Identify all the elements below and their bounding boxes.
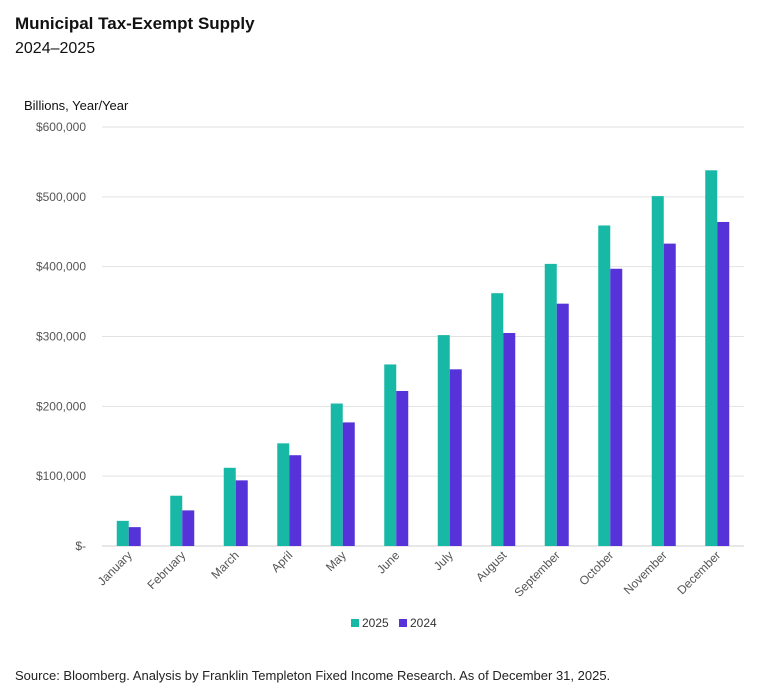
- legend-swatch: [351, 619, 359, 627]
- bar-2024-october: [610, 268, 623, 546]
- x-tick-label: February: [145, 548, 189, 592]
- y-tick-label: $500,000: [36, 190, 86, 204]
- bar-2024-december: [717, 221, 730, 546]
- chart-title: Municipal Tax-Exempt Supply: [15, 14, 255, 33]
- x-tick-label: November: [621, 548, 670, 597]
- y-tick-label: $-: [75, 539, 86, 553]
- bar-2024-september: [556, 303, 569, 546]
- x-tick-label: June: [374, 548, 403, 577]
- y-tick-label: $200,000: [36, 399, 86, 413]
- x-tick-label: October: [576, 548, 616, 588]
- bar-2024-may: [342, 422, 355, 546]
- x-tick-label: September: [511, 548, 562, 599]
- bar-2024-march: [235, 480, 248, 546]
- x-tick-label: May: [323, 548, 349, 574]
- bar-2025-july: [437, 335, 450, 546]
- chart-subtitle: 2024–2025: [15, 40, 96, 57]
- y-tick-label: $100,000: [36, 469, 86, 483]
- x-tick-label: April: [268, 548, 295, 575]
- y-tick-label: $300,000: [36, 330, 86, 344]
- x-tick-label: July: [431, 548, 456, 573]
- bar-2025-january: [116, 520, 129, 546]
- x-axis-ticks: January February March April May June July Augu…: [95, 548, 724, 600]
- legend-label: 2025: [362, 616, 389, 630]
- x-tick-label: January: [95, 548, 135, 588]
- x-tick-label: March: [208, 548, 241, 581]
- bar-2024-june: [396, 390, 409, 546]
- bar-2025-february: [170, 495, 183, 546]
- bar-2025-march: [223, 467, 236, 546]
- legend-swatch: [399, 619, 407, 627]
- bar-2024-january: [128, 527, 141, 546]
- x-tick-label: December: [674, 548, 723, 597]
- bar-2025-september: [544, 263, 557, 546]
- y-tick-label: $400,000: [36, 260, 86, 274]
- bar-2024-august: [503, 333, 516, 546]
- bar-2025-june: [384, 364, 397, 546]
- bar-2025-may: [330, 403, 343, 546]
- bar-2025-august: [491, 293, 504, 546]
- bar-2025-october: [598, 225, 611, 546]
- gridlines: [102, 126, 744, 547]
- bar-2024-february: [182, 510, 195, 546]
- y-tick-label: $600,000: [36, 120, 86, 134]
- legend: 2025 2024: [351, 616, 437, 630]
- y-axis-ticks: $- $100,000 $200,000 $300,000 $400,000 $500,0…: [36, 120, 86, 553]
- bar-2025-april: [277, 443, 290, 546]
- y-axis-label: Billions, Year/Year: [24, 98, 129, 113]
- source-note: Source: Bloomberg. Analysis by Franklin …: [15, 668, 611, 683]
- bar-2024-april: [289, 455, 302, 546]
- bar-2025-november: [651, 196, 664, 546]
- legend-label: 2024: [410, 616, 437, 630]
- bar-2024-july: [449, 369, 462, 546]
- bars: [116, 170, 730, 546]
- x-tick-label: August: [473, 548, 510, 585]
- bar-2024-november: [663, 243, 676, 546]
- bar-2025-december: [705, 170, 718, 546]
